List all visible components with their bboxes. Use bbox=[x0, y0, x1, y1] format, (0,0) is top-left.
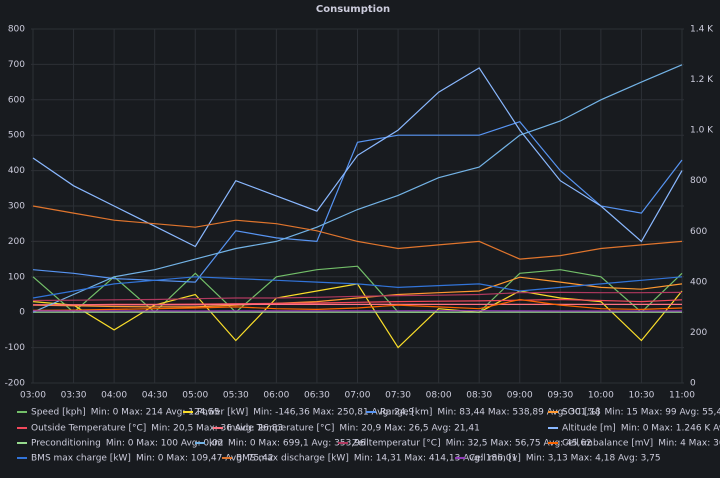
legend-stats: Min: 14,31 Max: 414,13 Avg: 186,01 bbox=[354, 454, 517, 464]
x-tick-label: 03:00 bbox=[20, 391, 46, 401]
y2-tick-label: 200 bbox=[690, 328, 707, 338]
y-tick-label: -100 bbox=[5, 343, 26, 353]
legend-stats: Min: 3,13 Max: 4,18 Avg: 3,75 bbox=[526, 454, 661, 464]
legend-stats: Min: 0 Max: 100 Avg: 0,02 bbox=[106, 439, 224, 449]
y-tick-label: 400 bbox=[8, 166, 25, 176]
x-tick-label: 11:00 bbox=[669, 391, 695, 401]
legend-label: BMS max charge [kW] bbox=[31, 454, 131, 464]
legend-label: Cell min [v] bbox=[469, 454, 521, 464]
y2-tick-label: 0 bbox=[690, 379, 696, 389]
x-tick-label: 04:30 bbox=[142, 391, 168, 401]
legend-stats: Min: -146,36 Max: 250,81 Avg: 24,9 bbox=[253, 408, 414, 418]
legend-stats: Min: 0 Max: 109,47 Avg: 75,42 bbox=[136, 454, 274, 464]
legend-label: Speed [kph] bbox=[31, 408, 86, 418]
legend-label: BMS max discharge [kW] bbox=[236, 454, 349, 464]
y-tick-label: 700 bbox=[8, 60, 25, 70]
legend-label: Preconditioning bbox=[31, 439, 101, 449]
y2-tick-label: 1.0 K bbox=[690, 126, 714, 136]
legend-stats: Min: 32,5 Max: 56,75 Avg: 45,62 bbox=[446, 439, 592, 449]
chart-title: Consumption bbox=[316, 4, 390, 15]
x-tick-label: 05:30 bbox=[223, 391, 249, 401]
y-tick-label: 300 bbox=[8, 202, 25, 212]
y2-tick-label: 600 bbox=[690, 227, 707, 237]
legend-label: SOC [%] bbox=[562, 408, 600, 418]
y-tick-label: 0 bbox=[19, 308, 25, 318]
y-tick-label: 600 bbox=[8, 95, 25, 105]
x-tick-label: 04:00 bbox=[101, 391, 127, 401]
series-line bbox=[32, 121, 683, 283]
legend-stats: Min: 0 Max: 699,1 Avg: 353,96 bbox=[228, 439, 366, 449]
y-tick-label: -200 bbox=[5, 379, 26, 389]
legend-stats: Min: 0 Max: 1.246 K Avg: 257 bbox=[621, 424, 720, 434]
legend-label: km bbox=[209, 439, 223, 449]
x-tick-label: 08:00 bbox=[426, 391, 452, 401]
series-line bbox=[32, 64, 683, 313]
x-tick-label: 09:30 bbox=[547, 391, 573, 401]
legend-stats: Min: 4 Max: 36 Avg: 10 bbox=[658, 439, 720, 449]
y-tick-label: 200 bbox=[8, 237, 25, 247]
legend-stats: Min: 20,9 Max: 26,5 Avg: 21,41 bbox=[339, 424, 480, 434]
y2-tick-label: 800 bbox=[690, 176, 707, 186]
y-tick-label: 100 bbox=[8, 272, 25, 282]
y2-tick-label: 1.4 K bbox=[690, 25, 714, 35]
series-line bbox=[32, 298, 683, 311]
legend-label: Altitude [m] bbox=[562, 424, 616, 434]
legend-label: Inside Temperature [°C] bbox=[227, 424, 334, 434]
series-line bbox=[32, 205, 683, 260]
x-tick-label: 05:00 bbox=[182, 391, 208, 401]
x-tick-label: 06:00 bbox=[263, 391, 289, 401]
y2-tick-label: 1.2 K bbox=[690, 75, 714, 85]
x-tick-label: 09:00 bbox=[507, 391, 533, 401]
legend-label: Zelltemperatur [°C] bbox=[352, 439, 441, 449]
series-line bbox=[32, 265, 683, 314]
legend-stats: Min: 83,44 Max: 538,89 Avg: 301,18 bbox=[437, 408, 601, 418]
x-tick-label: 10:30 bbox=[628, 391, 654, 401]
y-tick-label: 500 bbox=[8, 131, 25, 141]
legend-label: Power [kW] bbox=[197, 408, 248, 418]
series-line bbox=[32, 67, 683, 248]
y-tick-label: 800 bbox=[8, 25, 25, 35]
legend-stats: Min: 0 Max: 214 Avg: 124,55 bbox=[91, 408, 220, 418]
series-line bbox=[32, 276, 683, 308]
legend-label: Range [km] bbox=[380, 408, 432, 418]
x-tick-label: 10:00 bbox=[588, 391, 614, 401]
y2-tick-label: 400 bbox=[690, 277, 707, 287]
series-line bbox=[32, 291, 683, 302]
x-tick-label: 06:30 bbox=[304, 391, 330, 401]
x-tick-label: 07:00 bbox=[345, 391, 371, 401]
legend-label: Outside Temperature [°C] bbox=[31, 424, 146, 434]
series-line bbox=[32, 276, 683, 299]
legend-label: Cell imbalance [mV] bbox=[562, 439, 653, 449]
x-tick-label: 03:30 bbox=[61, 391, 87, 401]
x-tick-label: 07:30 bbox=[385, 391, 411, 401]
legend-stats: Min: 15 Max: 99 Avg: 55,4 bbox=[605, 408, 720, 418]
x-tick-label: 08:30 bbox=[466, 391, 492, 401]
